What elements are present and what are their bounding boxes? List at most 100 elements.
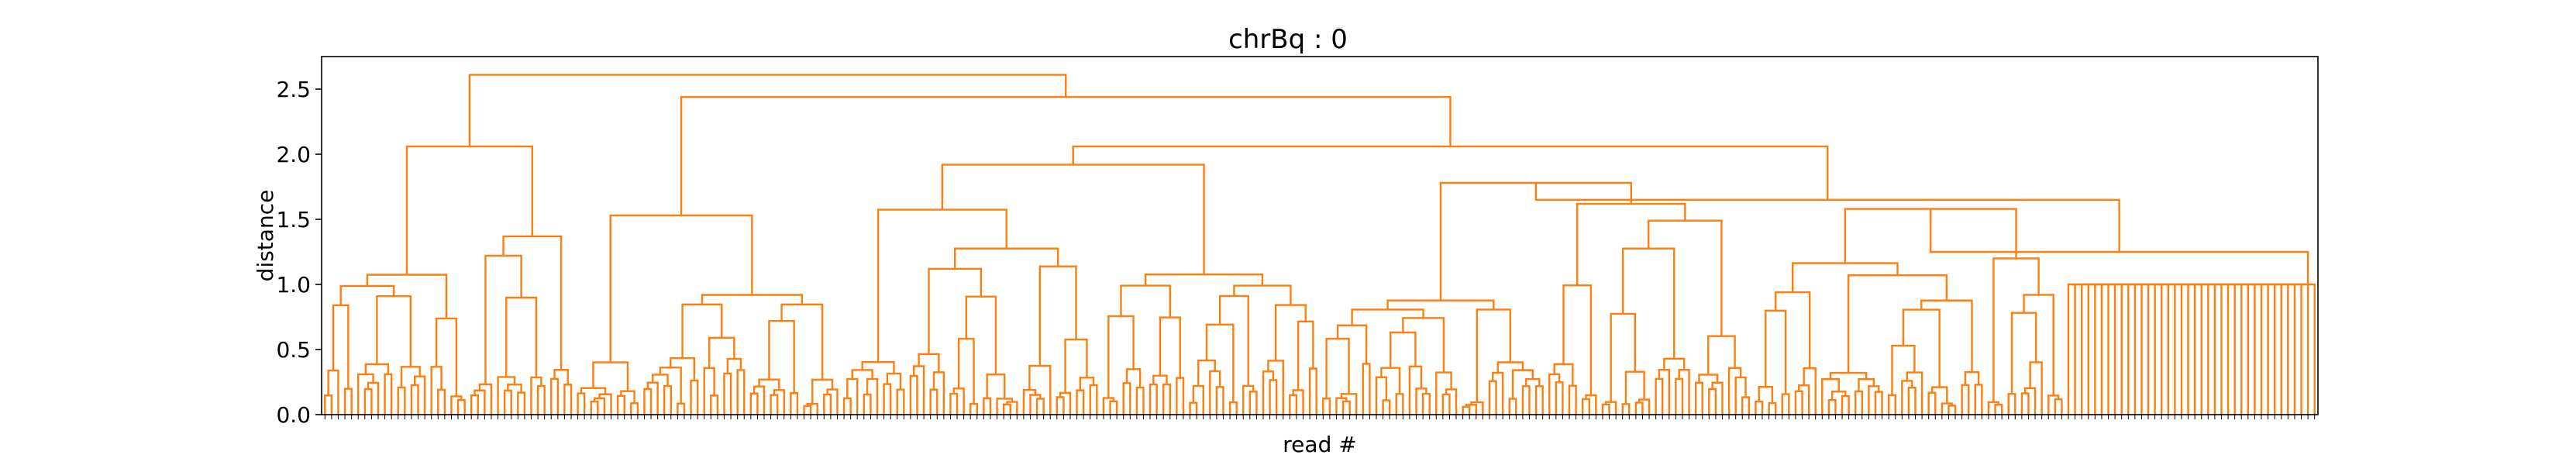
dendrogram-link [1435, 371, 1452, 415]
dendrogram-link [1663, 357, 1686, 370]
dendrogram-link [1534, 385, 1544, 415]
dendrogram-link [1135, 386, 1145, 415]
dendrogram-link [1855, 390, 1864, 415]
dendrogram-link [1791, 262, 1899, 293]
dendrogram-link [1335, 397, 1348, 415]
dendrogram-link [1774, 291, 1811, 369]
dendrogram-link [563, 384, 573, 415]
dendrogram-link [1125, 368, 1142, 388]
dendrogram-link [1219, 294, 1249, 386]
dendrogram-link [811, 378, 834, 405]
dendrogram-link [1162, 383, 1171, 415]
dendrogram-link [1492, 371, 1504, 415]
dendrogram-link [952, 388, 965, 415]
dendrogram-link [1821, 377, 1840, 415]
dendrogram-link [1380, 367, 1401, 394]
dendrogram-link [2301, 283, 2316, 415]
dendrogram-link [1803, 367, 1817, 415]
dendrogram-link [1524, 377, 1541, 387]
dendrogram-link [357, 373, 374, 415]
dendrogram-link [1144, 273, 1264, 286]
dendrogram-link [986, 373, 1006, 399]
dendrogram-link [620, 390, 635, 404]
dendrogram-link [1197, 359, 1216, 387]
dendrogram-link [1325, 337, 1350, 399]
dendrogram-link [1152, 374, 1168, 385]
y-tick-label: 1.0 [276, 272, 311, 298]
dendrogram-link [1624, 370, 1645, 405]
y-tick-label: 0.5 [276, 337, 311, 363]
dendrogram-link [1209, 370, 1221, 415]
x-axis-label: read # [1283, 432, 1356, 457]
dendrogram-link [909, 374, 918, 415]
dendrogram-link [1375, 376, 1388, 415]
dendrogram-link [497, 376, 516, 415]
dendrogram-link [646, 381, 659, 415]
dendrogram-link [806, 402, 818, 415]
dendrogram-link [468, 74, 1067, 146]
dendrogram-links [324, 74, 2316, 415]
dendrogram-link [780, 303, 824, 380]
dendrogram-link [1445, 388, 1458, 415]
dendrogram-link [1382, 399, 1391, 415]
dendrogram-link [1465, 404, 1477, 415]
dendrogram-link [1901, 380, 1913, 415]
dendrogram-link [1638, 398, 1651, 415]
dendrogram-link [681, 303, 723, 359]
dendrogram-link [1727, 367, 1742, 415]
dendrogram-link [1022, 388, 1037, 415]
dendrogram-link [2047, 394, 2060, 415]
dendrogram-link [1006, 401, 1018, 415]
dendrogram-link [593, 397, 606, 415]
dendrogram-link [1176, 377, 1185, 415]
dendrogram-link [580, 387, 607, 394]
x-tick-labels [324, 415, 2316, 419]
dendrogram-link [969, 402, 978, 415]
dendrogram-link [1887, 394, 1896, 415]
dendrogram-link [1205, 323, 1235, 403]
y-axis-label: distance [253, 190, 278, 282]
dendrogram-link [630, 402, 639, 415]
dendrogram-link [1576, 202, 1686, 286]
dendrogram-link [1711, 381, 1724, 415]
dendrogram-link [1768, 401, 1777, 415]
y-tick-label: 1.5 [276, 207, 311, 232]
dendrogram-link [1029, 394, 1042, 415]
dendrogram-link [397, 386, 406, 415]
dendrogram-link [1927, 391, 1937, 415]
dendrogram-link [384, 373, 393, 415]
dendrogram-link [450, 395, 463, 415]
dendrogram-link [2023, 294, 2054, 396]
dendrogram-link [758, 378, 780, 391]
dendrogram-link [1947, 405, 1957, 415]
dendrogram-link [823, 393, 832, 415]
dendrogram-link [1992, 257, 2040, 402]
dendrogram-link [1028, 364, 1052, 415]
y-tick-label: 2.0 [276, 142, 311, 167]
dendrogram-link [1847, 274, 1948, 374]
dendrogram-link [770, 394, 779, 415]
dendrogram-link [918, 353, 940, 373]
dendrogram-link [886, 372, 902, 390]
dendrogram-link [1891, 344, 1916, 395]
dendrogram-link [363, 388, 373, 415]
dendrogram-link [474, 389, 486, 415]
dendrogram-link [773, 389, 785, 415]
dendrogram-link [752, 385, 766, 415]
y-tick-label: 0.0 [276, 402, 311, 428]
dendrogram-link [1109, 400, 1118, 415]
dendrogram-link [1548, 373, 1561, 415]
dendrogram-link [1555, 381, 1564, 415]
dendrogram-link [1102, 397, 1115, 415]
dendrogram-link [701, 294, 804, 305]
dendrogram-link [1827, 398, 1837, 415]
dendrogram-link [928, 267, 983, 354]
dendrogram-link [851, 369, 873, 379]
dendrogram-link [2020, 392, 2030, 415]
dendrogram-link [1038, 265, 1077, 367]
dendrogram-link [1781, 393, 1790, 415]
dendrogram-link [1694, 381, 1703, 415]
dendrogram-link [1056, 396, 1065, 415]
dendrogram-link [343, 388, 353, 415]
